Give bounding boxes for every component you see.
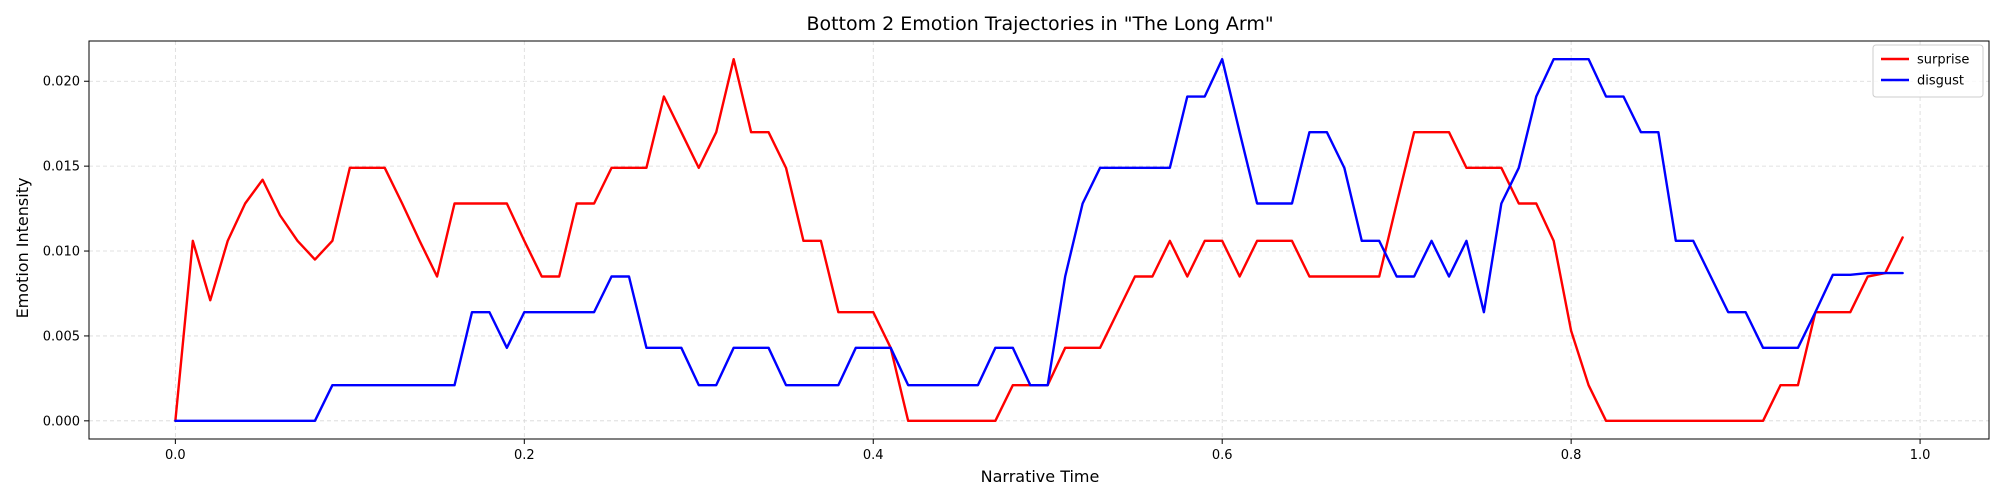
grid: [89, 41, 1989, 439]
chart-title: Bottom 2 Emotion Trajectories in "The Lo…: [806, 13, 1273, 35]
x-tick-label: 0.2: [514, 448, 535, 463]
legend: surprise disgust: [1872, 44, 1984, 98]
y-tick-label: 0.010: [43, 245, 80, 260]
legend-label-surprise: surprise: [1917, 53, 1969, 68]
axis-ticks: 0.0 0.2 0.4 0.6 0.8 1.0 0.000 0.005 0.010 0.015 0.…: [43, 75, 1931, 463]
series-line-disgust: [174, 57, 1904, 423]
x-axis-label: Narrative Time: [981, 467, 1100, 486]
x-tick-label: 1.0: [1910, 448, 1931, 463]
x-tick-label: 0.8: [1561, 448, 1582, 463]
y-tick-label: 0.020: [43, 75, 80, 90]
series-lines: [174, 57, 1904, 423]
y-tick-label: 0.015: [43, 160, 80, 175]
y-tick-label: 0.005: [43, 329, 80, 344]
plot-frame: [88, 40, 1990, 440]
series-line-surprise: [174, 57, 1904, 423]
y-axis-label: Emotion Intensity: [13, 178, 32, 319]
y-tick-label: 0.000: [43, 414, 80, 429]
legend-label-disgust: disgust: [1917, 74, 1964, 89]
x-tick-label: 0.4: [863, 448, 884, 463]
x-tick-label: 0.6: [1212, 448, 1233, 463]
x-tick-label: 0.0: [165, 448, 186, 463]
